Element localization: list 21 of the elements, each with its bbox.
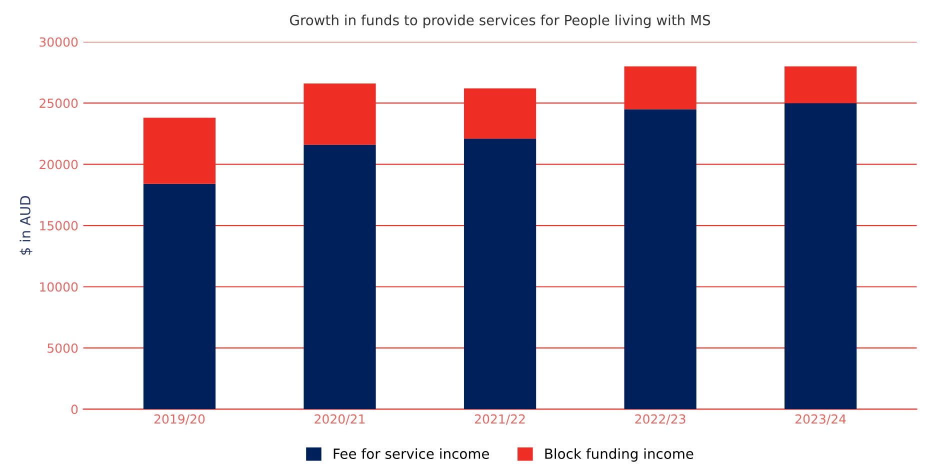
y-tick-label: 10000: [40, 282, 78, 292]
bar: [143, 184, 216, 410]
y-tick-label: 25000: [40, 98, 78, 108]
bar: [304, 144, 376, 410]
bar: [464, 138, 536, 410]
x-tick-label: 2020/21: [314, 414, 365, 425]
legend-label: Block funding income: [545, 448, 694, 462]
y-axis-title: $ in AUD: [20, 196, 32, 255]
x-tick-label: 2019/20: [154, 414, 205, 425]
x-tick-label: 2023/24: [796, 414, 846, 425]
y-tick-label: 5000: [48, 343, 78, 353]
legend-label: Fee for service income: [334, 448, 490, 459]
y-tick-label: 0: [71, 404, 78, 414]
bar: [784, 103, 857, 410]
chart-title: Growth in funds to provide services for People living with MS: [290, 14, 710, 28]
y-tick-label: 20000: [40, 160, 78, 170]
y-tick-label: 15000: [40, 220, 78, 230]
bar: [624, 109, 696, 410]
x-tick-label: 2021/22: [474, 414, 525, 425]
y-tick-label: 30000: [40, 37, 78, 47]
x-tick-label: 2022/23: [635, 414, 686, 425]
